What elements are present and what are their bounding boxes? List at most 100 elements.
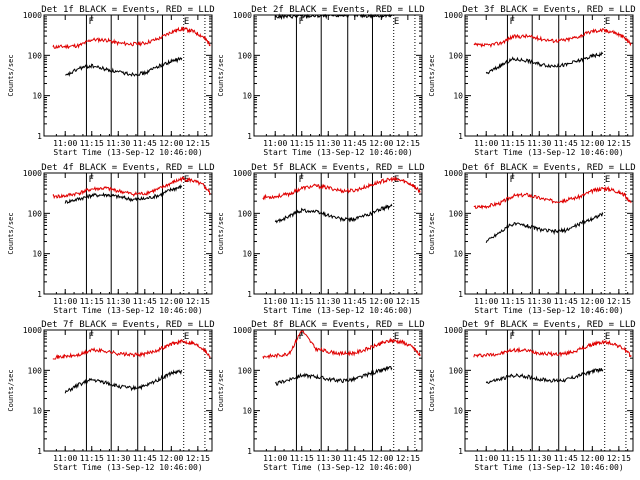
y-tick-label: 1 [37, 132, 42, 141]
panel-6: Det 6f BLACK = Events, RED = LLD Counts/s… [428, 163, 636, 315]
y-tick-label: 10 [242, 250, 252, 259]
panel-title: Det 3f BLACK = Events, RED = LLD [462, 5, 635, 15]
x-axis-label: Start Time (13-Sep-12 10:46:00) [263, 306, 412, 315]
flag-marker: F [298, 175, 303, 185]
x-tick-label: 12:15 [607, 454, 631, 463]
x-tick-label: 11:00 [474, 454, 498, 463]
x-tick-label: 11:15 [501, 297, 525, 306]
y-axis-label: Counts/sec [7, 54, 15, 96]
y-tick-label: 1 [458, 447, 463, 456]
plot-frame [464, 329, 634, 452]
x-tick-label: 11:00 [263, 139, 287, 148]
y-tick-label: 1000 [23, 326, 42, 335]
x-tick-label: 12:00 [369, 297, 393, 306]
x-tick-label: 11:45 [554, 139, 578, 148]
x-tick-label: 11:15 [290, 139, 314, 148]
x-tick-label: 12:00 [580, 454, 604, 463]
flag-marker: F [88, 175, 93, 185]
flag-marker: E [605, 17, 610, 27]
panel-title: Det 9f BLACK = Events, RED = LLD [462, 320, 635, 330]
x-tick-label: 12:00 [369, 139, 393, 148]
y-tick-label: 1 [247, 447, 252, 456]
x-tick-label: 11:30 [527, 454, 551, 463]
x-tick-label: 12:00 [159, 454, 183, 463]
y-tick-label: 10 [242, 92, 252, 101]
x-tick-label: 11:45 [343, 139, 367, 148]
panel-title: Det 1f BLACK = Events, RED = LLD [41, 5, 214, 15]
y-tick-label: 10 [453, 92, 463, 101]
flag-marker: E [184, 17, 189, 27]
y-tick-label: 100 [238, 209, 253, 218]
x-axis-label: Start Time (13-Sep-12 10:46:00) [474, 148, 623, 157]
events-rate-line [274, 203, 393, 224]
x-axis-label: Start Time (13-Sep-12 10:46:00) [263, 463, 412, 472]
panel-title: Det 7f BLACK = Events, RED = LLD [41, 320, 214, 330]
panel-title: Det 8f BLACK = Events, RED = LLD [251, 320, 424, 330]
x-axis-label: Start Time (13-Sep-12 10:46:00) [263, 148, 412, 157]
lld-rate-line [52, 26, 211, 50]
panel-title: Det 4f BLACK = Events, RED = LLD [41, 163, 214, 173]
x-tick-label: 11:30 [106, 139, 130, 148]
x-tick-label: 11:00 [53, 139, 77, 148]
y-tick-label: 10 [453, 407, 463, 416]
plot-frame [464, 14, 634, 137]
x-tick-label: 12:15 [186, 297, 210, 306]
panel-5: Det 5f BLACK = Events, RED = LLD Counts/s… [217, 163, 425, 315]
panel-title: Det 5f BLACK = Events, RED = LLD [251, 163, 424, 173]
x-tick-label: 11:15 [290, 297, 314, 306]
x-tick-label: 12:15 [396, 139, 420, 148]
plot-frame [43, 14, 213, 137]
y-tick-label: 1 [458, 290, 463, 299]
y-tick-label: 1000 [23, 169, 42, 178]
x-tick-label: 11:45 [133, 454, 157, 463]
y-tick-label: 1 [37, 447, 42, 456]
x-tick-label: 12:00 [580, 139, 604, 148]
x-tick-label: 11:00 [53, 297, 77, 306]
events-rate-line [485, 367, 604, 385]
y-tick-label: 100 [28, 209, 43, 218]
y-tick-label: 10 [32, 250, 42, 259]
panel-7: Det 7f BLACK = Events, RED = LLD Counts/s… [7, 320, 215, 472]
x-tick-label: 12:15 [607, 139, 631, 148]
y-tick-label: 1000 [233, 11, 252, 20]
panel-title: Det 2f BLACK = Events, RED = LLD [251, 5, 424, 15]
x-tick-label: 12:15 [186, 454, 210, 463]
x-tick-label: 12:00 [159, 139, 183, 148]
events-rate-line [274, 365, 393, 386]
plot-frame [253, 329, 423, 452]
y-tick-label: 1000 [23, 11, 42, 20]
panel-4: Det 4f BLACK = Events, RED = LLD Counts/s… [7, 163, 215, 315]
x-tick-label: 11:15 [290, 454, 314, 463]
y-tick-label: 100 [28, 366, 43, 375]
y-tick-label: 100 [238, 51, 253, 60]
y-axis-label: Counts/sec [428, 212, 436, 254]
flag-marker: F [298, 332, 303, 342]
lld-rate-line [52, 339, 211, 360]
y-tick-label: 100 [449, 51, 464, 60]
panel-title: Det 6f BLACK = Events, RED = LLD [462, 163, 635, 173]
y-tick-label: 1000 [233, 326, 252, 335]
x-tick-label: 12:15 [396, 297, 420, 306]
x-axis-label: Start Time (13-Sep-12 10:46:00) [53, 148, 202, 157]
x-tick-label: 11:45 [343, 454, 367, 463]
y-tick-label: 10 [453, 250, 463, 259]
y-tick-label: 1 [37, 290, 42, 299]
x-tick-label: 11:45 [343, 297, 367, 306]
x-axis-label: Start Time (13-Sep-12 10:46:00) [53, 463, 202, 472]
x-tick-label: 11:45 [133, 139, 157, 148]
x-tick-label: 11:45 [133, 297, 157, 306]
y-tick-label: 10 [242, 407, 252, 416]
y-axis-label: Counts/sec [7, 212, 15, 254]
x-tick-label: 12:00 [369, 454, 393, 463]
x-tick-label: 11:00 [263, 297, 287, 306]
x-tick-label: 11:30 [527, 297, 551, 306]
y-tick-label: 1 [247, 290, 252, 299]
panel-1: Det 1f BLACK = Events, RED = LLD Counts/s… [7, 5, 215, 157]
x-tick-label: 11:30 [316, 454, 340, 463]
y-tick-label: 1 [458, 132, 463, 141]
plot-frame [43, 172, 213, 295]
y-tick-label: 10 [32, 92, 42, 101]
flag-marker: E [394, 17, 399, 27]
flag-marker: E [394, 332, 399, 342]
y-tick-label: 1000 [444, 11, 463, 20]
